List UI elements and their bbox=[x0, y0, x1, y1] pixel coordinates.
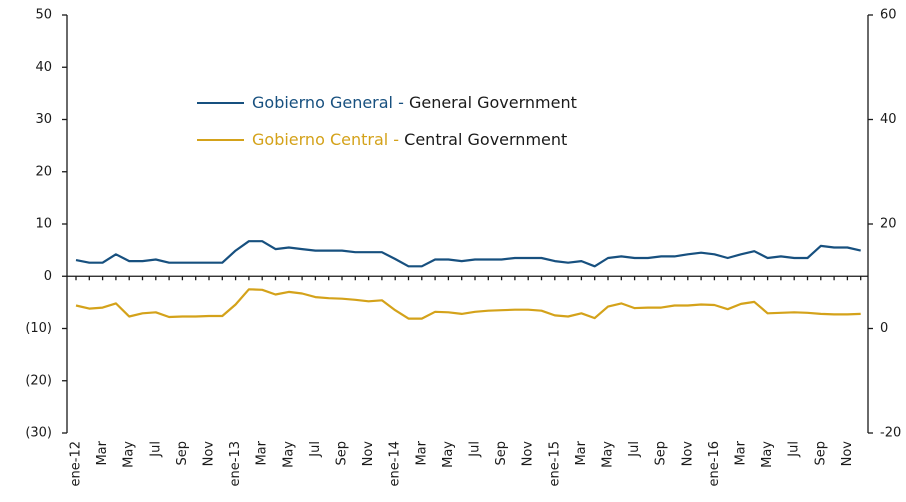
y2-tick-label: -20 bbox=[880, 426, 901, 441]
series-line bbox=[75, 240, 861, 268]
y-tick-label: 20 bbox=[35, 164, 52, 179]
x-tick-label: Sep bbox=[654, 441, 669, 466]
x-tick-label: Nov bbox=[361, 441, 376, 467]
x-tick-label: May bbox=[760, 441, 775, 468]
x-tick-label: Mar bbox=[734, 440, 749, 465]
y-tick-label: 30 bbox=[35, 112, 52, 127]
x-tick-label: Jul bbox=[308, 441, 323, 458]
x-tick-label: Mar bbox=[255, 440, 270, 465]
y-tick-label: (30) bbox=[25, 426, 52, 441]
y2-tick-label: 0 bbox=[880, 321, 888, 336]
x-tick-label: Jul bbox=[787, 441, 802, 458]
x-tick-label: Nov bbox=[202, 441, 217, 467]
x-tick-label: Mar bbox=[574, 440, 589, 465]
y-tick-label: (20) bbox=[25, 373, 52, 388]
legend-label-part: Gobierno General - bbox=[252, 93, 409, 112]
y-tick-label: 10 bbox=[35, 217, 52, 232]
y2-tick-label: 60 bbox=[880, 8, 897, 23]
x-tick-label: May bbox=[122, 441, 137, 468]
legend-label: Gobierno General - General Government bbox=[252, 93, 577, 112]
y-tick-label: 40 bbox=[35, 60, 52, 75]
x-tick-label: Sep bbox=[494, 441, 509, 466]
x-tick-label: Jul bbox=[627, 441, 642, 458]
y2-tick-label: 40 bbox=[880, 112, 897, 127]
x-tick-label: May bbox=[601, 441, 616, 468]
x-tick-label: May bbox=[441, 441, 456, 468]
y-tick-label: (10) bbox=[25, 321, 52, 336]
x-tick-label: ene-12 bbox=[69, 441, 84, 486]
x-tick-label: Nov bbox=[680, 441, 695, 467]
legend-label-part: Gobierno Central - bbox=[252, 130, 404, 149]
x-tick-label: Mar bbox=[95, 440, 110, 465]
x-tick-label: ene-14 bbox=[388, 441, 403, 486]
x-tick-label: Sep bbox=[175, 441, 190, 466]
y2-tick-label: 20 bbox=[880, 217, 897, 232]
y-tick-label: 50 bbox=[35, 8, 52, 23]
x-tick-label: ene-13 bbox=[228, 441, 243, 486]
legend-label-part: General Government bbox=[409, 93, 577, 112]
x-tick-label: May bbox=[281, 441, 296, 468]
x-tick-label: Mar bbox=[414, 440, 429, 465]
x-tick-label: Sep bbox=[335, 441, 350, 466]
x-tick-label: Jul bbox=[468, 441, 483, 458]
y-tick-label: 0 bbox=[44, 269, 52, 284]
legend-label: Gobierno Central - Central Government bbox=[252, 130, 567, 149]
x-tick-label: Sep bbox=[813, 441, 828, 466]
x-tick-label: ene-15 bbox=[547, 441, 562, 486]
x-tick-label: Jul bbox=[148, 441, 163, 458]
legend-label-part: Central Government bbox=[404, 130, 567, 149]
x-tick-label: ene-16 bbox=[707, 441, 722, 486]
series-line bbox=[75, 288, 861, 320]
x-tick-label: Nov bbox=[840, 441, 855, 467]
x-tick-label: Nov bbox=[521, 441, 536, 467]
